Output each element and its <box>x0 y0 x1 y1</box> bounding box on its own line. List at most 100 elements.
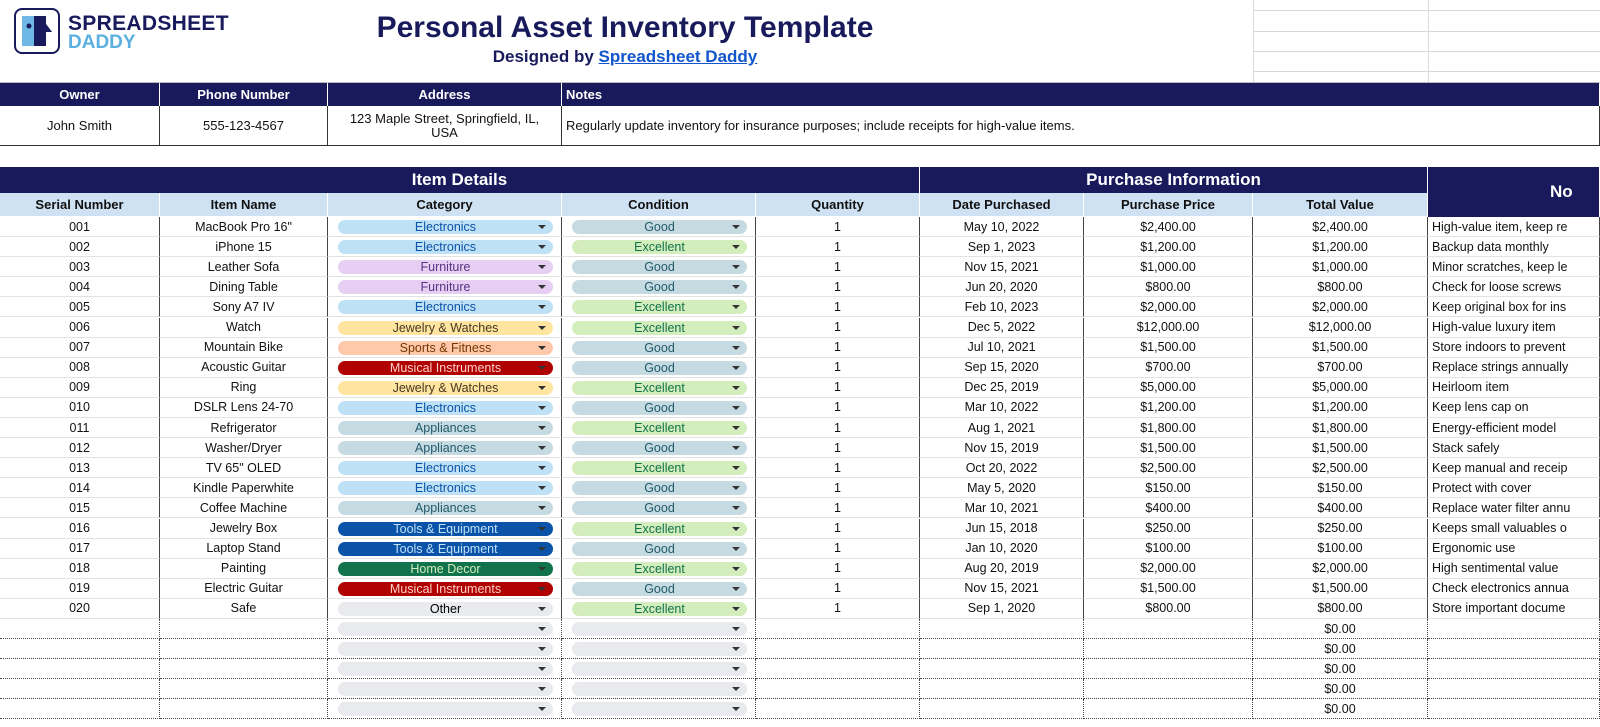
cell: Check electronics annua <box>1428 578 1600 599</box>
cell <box>562 498 756 519</box>
condition-chip: Good <box>572 400 747 415</box>
dropdown-arrow[interactable] <box>538 566 546 571</box>
dropdown-arrow[interactable] <box>732 265 740 270</box>
dropdown-arrow[interactable] <box>538 405 546 410</box>
dropdown-arrow[interactable] <box>732 446 740 451</box>
cell: $2,000.00 <box>1253 297 1428 318</box>
dropdown-arrow[interactable] <box>538 486 546 491</box>
dropdown-arrow[interactable] <box>732 405 740 410</box>
dropdown-arrow[interactable] <box>538 466 546 471</box>
dropdown-arrow[interactable] <box>538 667 546 672</box>
dropdown-arrow[interactable] <box>732 365 740 370</box>
dropdown-arrow[interactable] <box>538 285 546 290</box>
dropdown-arrow[interactable] <box>538 426 546 430</box>
dropdown-arrow[interactable] <box>732 486 740 491</box>
category-chip: Jewelry & Watches <box>338 320 553 335</box>
cell: $1,200.00 <box>1084 237 1253 258</box>
grid-line <box>1253 10 1600 11</box>
column-header: Item Name <box>160 193 328 216</box>
dropdown-arrow[interactable] <box>538 385 546 390</box>
cell <box>920 679 1084 700</box>
owner-header: Address <box>328 83 562 106</box>
cell: Sep 1, 2020 <box>920 598 1084 619</box>
dropdown-arrow[interactable] <box>538 506 546 511</box>
cell: 1 <box>756 397 920 418</box>
cell: 012 <box>0 438 160 459</box>
cell: 1 <box>756 598 920 619</box>
dropdown-arrow[interactable] <box>538 305 546 310</box>
cell: $150.00 <box>1253 478 1428 499</box>
cell: 1 <box>756 418 920 439</box>
dropdown-arrow[interactable] <box>732 466 740 471</box>
cell: 019 <box>0 578 160 599</box>
cell: 1 <box>756 317 920 338</box>
dropdown-arrow[interactable] <box>732 586 740 591</box>
cell <box>328 659 562 680</box>
dropdown-arrow[interactable] <box>732 225 740 229</box>
column-header: Purchase Price <box>1084 193 1253 216</box>
dropdown-arrow[interactable] <box>538 627 546 631</box>
dropdown-arrow[interactable] <box>538 526 546 531</box>
dropdown-arrow[interactable] <box>732 325 740 330</box>
dropdown-arrow[interactable] <box>538 546 546 551</box>
dropdown-arrow[interactable] <box>732 687 740 692</box>
cell: 1 <box>756 237 920 258</box>
cell: $1,200.00 <box>1084 397 1253 418</box>
cell <box>756 619 920 640</box>
cell: $0.00 <box>1253 659 1428 680</box>
cell <box>562 558 756 579</box>
dropdown-arrow[interactable] <box>538 325 546 330</box>
dropdown-arrow[interactable] <box>538 446 546 451</box>
dropdown-arrow[interactable] <box>732 385 740 390</box>
condition-chip: Good <box>572 481 747 496</box>
dropdown-arrow[interactable] <box>732 707 740 712</box>
cell: 009 <box>0 377 160 398</box>
dropdown-arrow[interactable] <box>732 305 740 310</box>
category-chip: Jewelry & Watches <box>338 380 553 395</box>
dropdown-arrow[interactable] <box>732 285 740 290</box>
category-chip: Sports & Fitness <box>338 340 553 355</box>
dropdown-arrow[interactable] <box>538 707 546 712</box>
cell <box>562 357 756 378</box>
cell: $250.00 <box>1084 518 1253 539</box>
dropdown-arrow[interactable] <box>732 667 740 672</box>
link[interactable]: Spreadsheet Daddy <box>598 47 758 66</box>
dropdown-arrow[interactable] <box>732 245 740 250</box>
dropdown-arrow[interactable] <box>732 627 740 631</box>
dropdown-arrow[interactable] <box>538 586 546 591</box>
dropdown-arrow[interactable] <box>538 345 546 350</box>
dropdown-arrow[interactable] <box>732 546 740 551</box>
cell <box>562 458 756 479</box>
divider <box>0 82 1600 83</box>
dropdown-arrow[interactable] <box>538 225 546 229</box>
dropdown-arrow[interactable] <box>538 647 546 652</box>
dropdown-arrow[interactable] <box>732 566 740 571</box>
cell: Safe <box>160 598 328 619</box>
dropdown-arrow[interactable] <box>538 606 546 611</box>
condition-chip: Good <box>572 581 747 596</box>
dropdown-arrow[interactable] <box>538 687 546 692</box>
dropdown-arrow[interactable] <box>732 506 740 511</box>
cell: $250.00 <box>1253 518 1428 539</box>
dropdown-arrow[interactable] <box>732 345 740 350</box>
column-header: Category <box>328 193 562 216</box>
dropdown-arrow[interactable] <box>732 526 740 531</box>
cell <box>562 679 756 700</box>
section-header: Item Details <box>0 167 920 193</box>
cell: DSLR Lens 24-70 <box>160 397 328 418</box>
cell: 017 <box>0 538 160 559</box>
dropdown-arrow[interactable] <box>732 426 740 430</box>
cell <box>328 598 562 619</box>
empty-chip <box>338 702 553 717</box>
grid-line <box>1253 71 1600 72</box>
dropdown-arrow[interactable] <box>538 245 546 250</box>
dropdown-arrow[interactable] <box>732 647 740 652</box>
dropdown-arrow[interactable] <box>732 606 740 611</box>
cell: Store important docume <box>1428 598 1600 619</box>
dropdown-arrow[interactable] <box>538 265 546 270</box>
cell: Mar 10, 2022 <box>920 397 1084 418</box>
cell <box>328 578 562 599</box>
cell <box>562 478 756 499</box>
dropdown-arrow[interactable] <box>538 365 546 370</box>
